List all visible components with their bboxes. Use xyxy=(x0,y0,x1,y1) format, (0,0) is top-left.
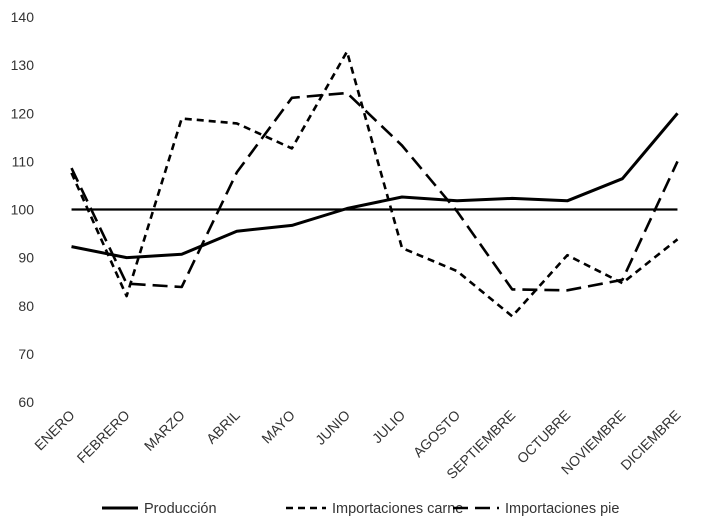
y-tick-label: 100 xyxy=(11,202,35,218)
series-line-1 xyxy=(71,112,679,260)
x-tick-label: ENERO xyxy=(31,407,78,454)
x-tick-label: JUNIO xyxy=(312,407,353,448)
y-axis: 60 70 80 90 100 110 120 130 140 xyxy=(11,9,35,410)
x-tick-label: FEBRERO xyxy=(74,407,133,466)
y-tick-label: 60 xyxy=(18,394,34,410)
y-tick-label: 80 xyxy=(18,298,34,314)
x-tick-label: AGOSTO xyxy=(410,407,464,461)
series-line-3 xyxy=(70,91,679,292)
series-line-2 xyxy=(70,50,679,318)
series-layer xyxy=(70,50,679,318)
y-tick-label: 120 xyxy=(11,105,35,121)
legend: Producción Importaciones carne Importacion… xyxy=(102,501,619,517)
y-tick-label: 110 xyxy=(12,153,35,169)
x-tick-label: OCTUBRE xyxy=(514,407,574,467)
y-tick-label: 90 xyxy=(18,250,34,266)
x-tick-label: MAYO xyxy=(258,407,298,447)
y-tick-label: 70 xyxy=(18,346,34,362)
y-tick-label: 130 xyxy=(11,57,35,73)
x-tick-label: DICIEMBRE xyxy=(617,407,683,473)
legend-label: Importaciones pie xyxy=(505,501,619,517)
x-tick-label: JULIO xyxy=(369,407,408,446)
legend-label: Importaciones carne xyxy=(332,501,463,517)
x-tick-label: ABRIL xyxy=(203,407,243,447)
x-tick-label: MARZO xyxy=(141,407,188,454)
legend-label: Producción xyxy=(144,501,217,517)
y-tick-label: 140 xyxy=(11,9,35,25)
